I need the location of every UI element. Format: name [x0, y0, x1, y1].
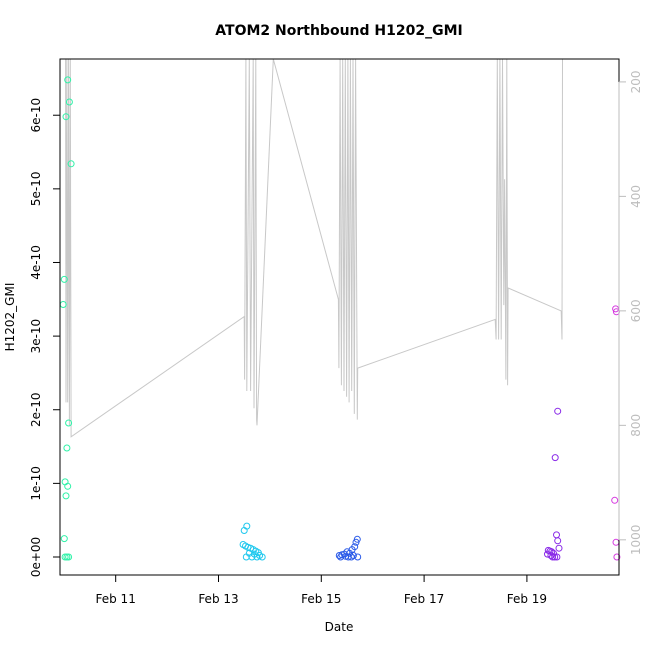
data-point — [549, 553, 557, 561]
data-point — [337, 553, 345, 561]
data-point — [64, 482, 72, 490]
plot-area — [59, 59, 621, 561]
x-tick-label: Feb 19 — [507, 592, 547, 606]
y-tick-label: 3e-10 — [29, 319, 43, 354]
x-axis: Feb 11 Feb 13 Feb 15 Feb 17 Feb 19 — [96, 574, 547, 606]
data-point — [548, 548, 556, 556]
data-point — [65, 553, 73, 561]
data-point — [59, 301, 67, 308]
y-tick-label: 1e-10 — [29, 466, 43, 501]
data-point — [62, 492, 70, 500]
chart-title: ATOM2 Northbound H1202_GMI — [215, 23, 462, 39]
x-axis-label: Date — [325, 620, 354, 634]
data-point — [253, 553, 261, 561]
data-point — [240, 527, 248, 534]
data-point — [60, 535, 68, 543]
secondary-tick-label: 1000 — [629, 525, 643, 556]
data-point — [63, 444, 71, 452]
data-point — [544, 550, 551, 558]
data-point — [65, 98, 73, 106]
y-tick-label: 6e-10 — [29, 98, 43, 133]
data-point — [62, 113, 70, 121]
data-point — [65, 419, 73, 427]
data-point — [64, 76, 72, 84]
data-point — [551, 454, 559, 462]
x-tick-label: Feb 15 — [301, 592, 341, 606]
data-point — [551, 553, 559, 561]
secondary-y-axis: 200 400 600 800 1000 — [618, 70, 643, 556]
data-point — [554, 537, 562, 545]
secondary-tick-label: 600 — [629, 299, 643, 322]
data-point — [611, 496, 619, 504]
y-tick-label: 0e+00 — [29, 537, 43, 577]
secondary-tick-label: 400 — [629, 185, 643, 208]
data-point — [60, 275, 68, 283]
secondary-tick-label: 200 — [629, 70, 643, 93]
data-point — [613, 553, 621, 561]
data-point — [553, 531, 560, 539]
data-point — [553, 553, 561, 561]
y-tick-label: 2e-10 — [29, 392, 43, 427]
data-point — [67, 160, 75, 168]
data-point — [349, 552, 357, 559]
data-point — [612, 538, 620, 546]
secondary-series-line — [65, 59, 563, 438]
y-tick-label: 5e-10 — [29, 172, 43, 207]
y-axis-label: H1202_GMI — [3, 283, 17, 352]
y-axis: 0e+00 1e-10 2e-10 3e-10 4e-10 5e-10 6e-10 — [29, 98, 61, 577]
data-point — [258, 553, 266, 561]
x-tick-label: Feb 11 — [96, 592, 136, 606]
data-point — [352, 538, 360, 546]
data-point — [354, 553, 362, 561]
data-point — [344, 553, 352, 561]
data-point — [248, 553, 256, 561]
y-tick-label: 4e-10 — [29, 245, 43, 280]
secondary-tick-label: 800 — [629, 414, 643, 437]
x-tick-label: Feb 13 — [198, 592, 238, 606]
data-point — [555, 544, 563, 552]
x-tick-label: Feb 17 — [404, 592, 444, 606]
data-point — [554, 407, 562, 415]
